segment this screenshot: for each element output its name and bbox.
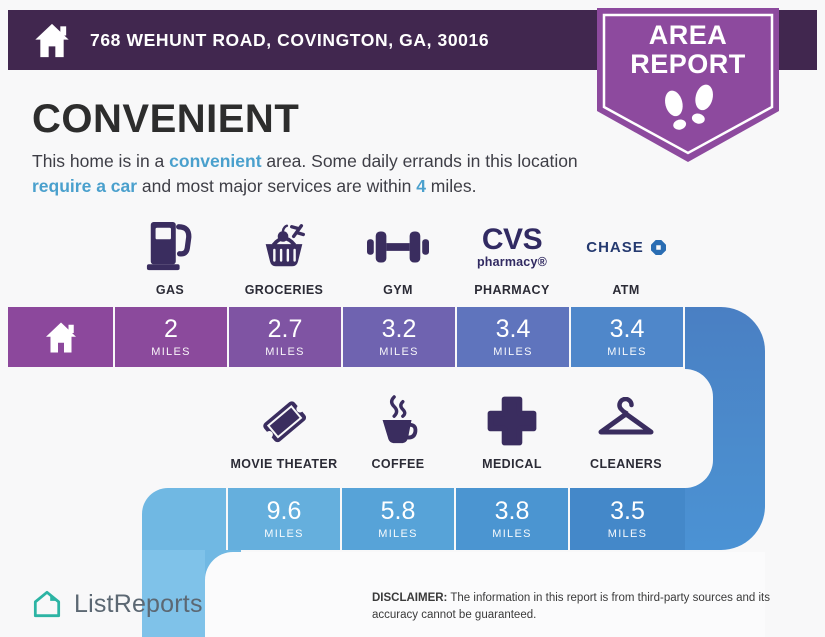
cvs-wordmark: CVS	[481, 223, 543, 257]
amenity-label: PHARMACY	[474, 283, 550, 297]
amenity-label: GYM	[383, 283, 413, 297]
amenity-label: GROCERIES	[244, 283, 324, 297]
amenity-medical: MEDICAL	[455, 390, 569, 471]
band-inner-notch	[560, 369, 713, 488]
cvs-pharmacy-word: pharmacy®	[476, 255, 548, 270]
band-down-strip	[142, 549, 205, 637]
chase-logo: CHASE	[586, 239, 666, 256]
grocery-basket-icon	[265, 224, 305, 267]
amenity-icons-row-1: GAS GROCERIES	[113, 216, 683, 297]
distance-value: 3.4	[609, 314, 645, 343]
amenity-icons-row-2: MOVIE THEATER COFFEE MEDICAL	[227, 390, 683, 471]
amenity-atm: CHASE ATM	[569, 216, 683, 297]
home-icon	[35, 23, 69, 57]
band-home-cell	[8, 307, 113, 367]
chase-octagon-icon	[650, 239, 666, 255]
badge-pennant-shape	[597, 8, 779, 162]
home-icon	[45, 322, 76, 352]
amenity-label: MEDICAL	[482, 457, 542, 471]
summary-accent-miles: 4	[416, 175, 426, 196]
summary-text: This home is in a	[32, 151, 170, 171]
distance-cell-movie-theater: 9.6 MILES	[228, 488, 340, 550]
movie-ticket-icon	[263, 401, 307, 443]
amenity-groceries: GROCERIES	[227, 216, 341, 297]
distance-unit: MILES	[607, 345, 647, 358]
listreports-logo-icon	[33, 590, 61, 618]
amenity-label: MOVIE THEATER	[230, 457, 338, 471]
band-left-corner	[142, 488, 226, 550]
distance-cell-atm: 3.4 MILES	[571, 307, 683, 367]
distance-value: 2.7	[267, 314, 303, 343]
gas-pump-icon	[146, 222, 192, 271]
chase-wordmark: CHASE	[586, 238, 644, 256]
property-address: 768 WEHUNT ROAD, COVINGTON, GA, 30016	[90, 29, 490, 50]
summary-text: miles.	[425, 175, 477, 196]
distance-band-1: 2 MILES 2.7 MILES 3.2 MILES 3.4 MILES 3.…	[8, 307, 683, 367]
distance-unit: MILES	[265, 345, 305, 358]
distance-unit: MILES	[264, 527, 304, 540]
distance-value: 3.4	[495, 314, 531, 343]
distance-band-2: 9.6 MILES 5.8 MILES 3.8 MILES 3.5 MILES	[142, 488, 685, 550]
disclaimer-label: DISCLAIMER:	[372, 592, 448, 604]
summary-accent-require-car: require a car	[32, 175, 138, 196]
cvs-pharmacy-logo: CVS pharmacy®	[477, 225, 547, 269]
amenity-coffee: COFFEE	[341, 390, 455, 471]
distance-value: 3.8	[494, 496, 530, 525]
amenity-movie-theater: MOVIE THEATER	[227, 390, 341, 471]
summary-accent-convenient: convenient	[169, 151, 262, 171]
hanger-icon	[598, 397, 654, 435]
amenity-label: ATM	[612, 283, 640, 297]
distance-value: 9.6	[266, 496, 302, 525]
distance-cell-pharmacy: 3.4 MILES	[457, 307, 569, 367]
distance-cell-groceries: 2.7 MILES	[229, 307, 341, 367]
amenity-label: CLEANERS	[590, 457, 662, 471]
distance-unit: MILES	[493, 345, 533, 358]
page-title: CONVENIENT	[32, 97, 300, 141]
badge-title: AREA REPORT	[597, 20, 779, 80]
distance-unit: MILES	[607, 527, 648, 540]
coffee-cup-icon	[382, 395, 418, 444]
distance-cell-gas: 2 MILES	[115, 307, 227, 367]
footer-panel	[205, 552, 765, 637]
amenity-gym: GYM	[341, 216, 455, 297]
distance-unit: MILES	[378, 527, 418, 540]
brand-name: ListReports	[74, 589, 203, 618]
summary-paragraph: This home is in a convenient area. Some …	[32, 149, 580, 199]
dumbbell-icon	[367, 231, 429, 263]
distance-unit: MILES	[379, 345, 419, 358]
area-report-badge: AREA REPORT	[597, 8, 779, 162]
distance-value: 5.8	[380, 496, 416, 525]
badge-line1: AREA	[648, 20, 728, 50]
amenity-label: GAS	[155, 283, 185, 297]
summary-text: and most major services are within	[137, 175, 417, 196]
amenity-cleaners: CLEANERS	[569, 390, 683, 471]
amenity-gas: GAS	[113, 216, 227, 297]
medical-cross-icon	[487, 396, 537, 446]
badge-line2: REPORT	[630, 49, 746, 80]
distance-cell-gym: 3.2 MILES	[343, 307, 455, 367]
disclaimer-text: The information in this report is from t…	[372, 592, 770, 621]
amenity-pharmacy: CVS pharmacy® PHARMACY	[455, 216, 569, 297]
footprints-icon	[665, 84, 713, 130]
amenity-label: COFFEE	[371, 457, 425, 471]
distance-cell-cleaners: 3.5 MILES	[570, 488, 685, 550]
distance-unit: MILES	[492, 527, 532, 540]
distance-cell-medical: 3.8 MILES	[456, 488, 568, 550]
listreports-brand: ListReports	[30, 587, 203, 621]
distance-cell-coffee: 5.8 MILES	[342, 488, 454, 550]
summary-text: area. Some daily errands in this locatio…	[261, 151, 578, 171]
distance-unit: MILES	[151, 345, 191, 358]
distance-value: 3.2	[381, 314, 417, 343]
distance-value: 3.5	[610, 496, 645, 525]
distance-value: 2	[164, 314, 178, 343]
disclaimer: DISCLAIMER: The information in this repo…	[372, 590, 800, 623]
